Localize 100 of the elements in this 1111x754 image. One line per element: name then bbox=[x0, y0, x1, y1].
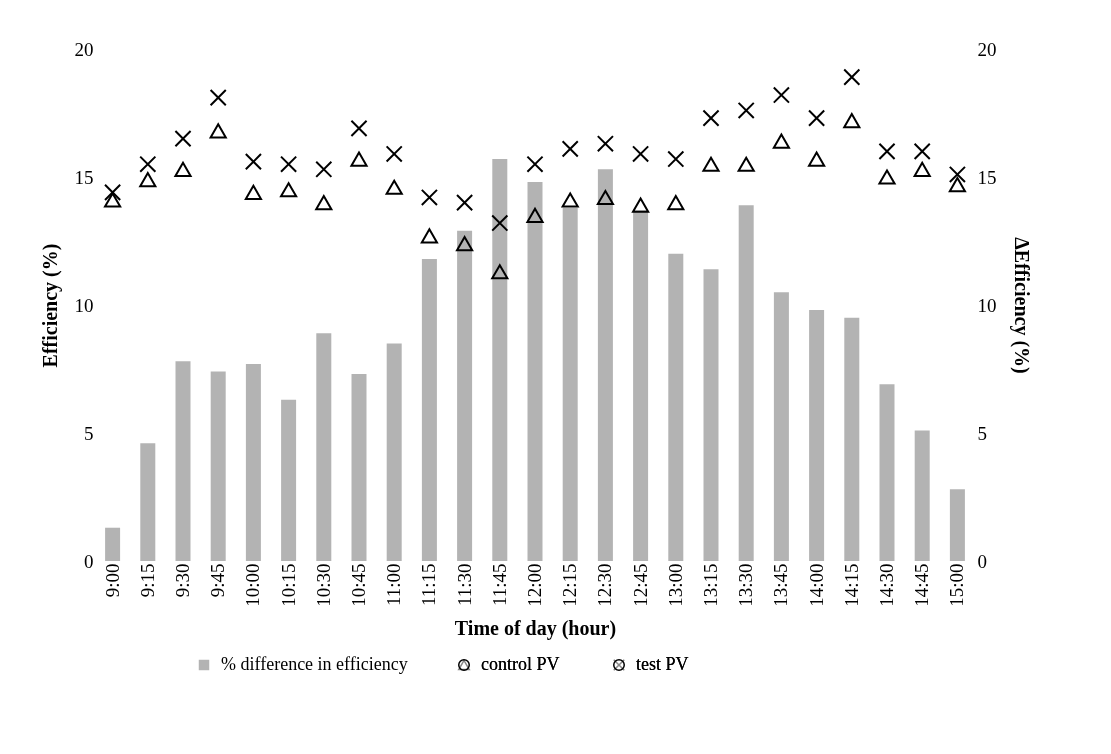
legend-label: test PV bbox=[636, 654, 689, 674]
bar bbox=[597, 169, 613, 561]
point bbox=[209, 89, 227, 107]
bar bbox=[633, 210, 649, 561]
point bbox=[808, 151, 826, 167]
point bbox=[772, 133, 790, 149]
point bbox=[913, 142, 931, 160]
point bbox=[174, 130, 192, 148]
point bbox=[772, 86, 790, 104]
bar bbox=[949, 489, 965, 561]
point bbox=[139, 155, 157, 173]
point bbox=[420, 228, 438, 244]
point bbox=[280, 182, 298, 198]
point bbox=[596, 135, 614, 153]
x-tick-label: 11:15 bbox=[418, 563, 440, 607]
point bbox=[104, 192, 122, 208]
point bbox=[385, 179, 403, 195]
point bbox=[561, 140, 579, 158]
point bbox=[737, 156, 755, 172]
bar bbox=[421, 258, 437, 561]
x-tick-label: 10:45 bbox=[348, 563, 369, 607]
x-tick-label: 13:45 bbox=[770, 563, 792, 607]
bar bbox=[773, 292, 789, 561]
point bbox=[913, 161, 931, 177]
bar bbox=[351, 374, 367, 561]
point bbox=[843, 68, 861, 86]
x-tick-label: 13:30 bbox=[735, 563, 757, 607]
x-tick-label: 14:00 bbox=[805, 563, 827, 607]
bar bbox=[281, 399, 297, 561]
point bbox=[596, 189, 614, 206]
bar bbox=[140, 443, 156, 561]
point bbox=[526, 207, 544, 223]
point bbox=[737, 101, 755, 120]
bar bbox=[738, 205, 754, 561]
x-tick-label: 12:30 bbox=[594, 563, 616, 607]
x-tick-label: 14:45 bbox=[911, 563, 933, 607]
point bbox=[843, 113, 861, 129]
bar bbox=[316, 333, 332, 561]
y2-axis-title: ΔEfficiency (%) bbox=[1009, 237, 1033, 374]
y2-tick-label: 20 bbox=[977, 38, 997, 60]
x-tick-label: 13:15 bbox=[700, 563, 721, 607]
point bbox=[702, 109, 720, 127]
x-tick-label: 14:30 bbox=[876, 563, 897, 607]
y-tick-label: 20 bbox=[74, 38, 94, 60]
y-tick-label: 0 bbox=[84, 550, 94, 572]
point bbox=[561, 192, 579, 208]
x-tick-label: 12:00 bbox=[524, 563, 545, 607]
y-tick-label: 10 bbox=[74, 294, 94, 316]
point bbox=[209, 123, 227, 139]
y2-tick-label: 10 bbox=[977, 294, 997, 316]
x-tick-label: 12:45 bbox=[629, 563, 651, 607]
bar bbox=[914, 430, 930, 561]
point bbox=[667, 195, 685, 211]
point bbox=[808, 109, 826, 127]
bar bbox=[703, 269, 719, 561]
x-tick-label: 13:00 bbox=[664, 563, 686, 607]
point bbox=[632, 197, 650, 213]
point bbox=[244, 153, 262, 171]
point bbox=[491, 264, 509, 280]
bar bbox=[175, 361, 191, 561]
point bbox=[878, 169, 896, 185]
x-tick-label: 12:15 bbox=[559, 563, 581, 607]
x-tick-label: 9:45 bbox=[207, 563, 229, 598]
x-tick-label: 10:30 bbox=[312, 563, 334, 607]
y-axis-title: Efficiency (%) bbox=[38, 243, 62, 368]
x-axis-title: Time of day (hour) bbox=[454, 616, 617, 640]
x-tick-label: 11:30 bbox=[453, 563, 475, 607]
bar bbox=[879, 384, 895, 561]
point bbox=[174, 161, 192, 177]
point bbox=[104, 183, 122, 201]
point bbox=[350, 119, 368, 137]
point bbox=[280, 155, 298, 173]
point bbox=[139, 171, 157, 188]
point bbox=[420, 188, 438, 207]
point bbox=[632, 145, 650, 163]
point bbox=[315, 195, 333, 211]
bar bbox=[809, 310, 825, 561]
x-tick-label: 9:30 bbox=[172, 563, 193, 598]
x-tick-label: 14:15 bbox=[840, 563, 862, 607]
point bbox=[878, 142, 896, 160]
legend-label: control PV bbox=[481, 654, 560, 674]
y2-tick-label: 0 bbox=[977, 550, 987, 572]
x-tick-label: 9:00 bbox=[101, 563, 123, 598]
y2-tick-label: 15 bbox=[977, 166, 997, 188]
bar bbox=[668, 253, 684, 561]
point bbox=[526, 155, 544, 173]
point bbox=[456, 194, 474, 212]
x-tick-label: 10:15 bbox=[277, 563, 299, 607]
bar bbox=[844, 317, 860, 561]
bar bbox=[245, 363, 261, 561]
point bbox=[456, 235, 474, 252]
y-tick-label: 15 bbox=[74, 166, 94, 188]
bar bbox=[457, 230, 473, 561]
x-tick-label: 15:00 bbox=[946, 563, 968, 607]
y2-tick-label: 5 bbox=[977, 422, 987, 444]
x-tick-label: 9:15 bbox=[136, 563, 158, 598]
point bbox=[702, 156, 720, 172]
legend-label: % difference in efficiency bbox=[221, 654, 408, 674]
bar bbox=[492, 159, 508, 561]
bar bbox=[527, 182, 543, 561]
